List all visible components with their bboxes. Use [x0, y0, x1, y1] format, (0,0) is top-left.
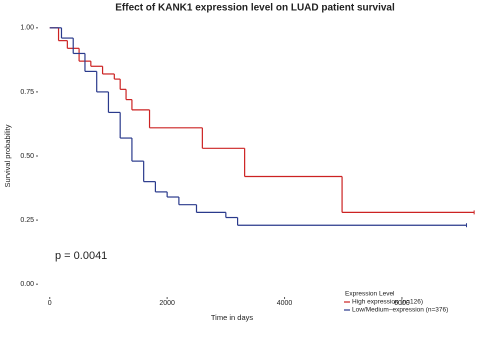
x-tick-label: 2000: [159, 300, 175, 307]
x-tick-label: 4000: [277, 300, 293, 307]
x-tick-label: 6000: [394, 300, 410, 307]
y-tick-label: 0.25: [20, 217, 34, 224]
y-tick-label: 0.00: [20, 281, 34, 288]
y-axis-label: Survival probability: [3, 124, 12, 187]
legend-label: High expression (n=126): [352, 299, 423, 306]
p-value: p = 0.0041: [55, 250, 107, 262]
x-tick-label: 0: [48, 300, 52, 307]
legend-label: Low/Medium–expression (n=376): [352, 307, 448, 314]
chart-title: Effect of KANK1 expression level on LUAD…: [115, 3, 395, 14]
x-axis-label: Time in days: [211, 313, 253, 322]
y-tick-label: 0.75: [20, 89, 34, 96]
y-tick-label: 0.50: [20, 153, 34, 160]
legend-title: Expression Level: [345, 291, 395, 298]
y-tick-label: 1.00: [20, 25, 34, 32]
